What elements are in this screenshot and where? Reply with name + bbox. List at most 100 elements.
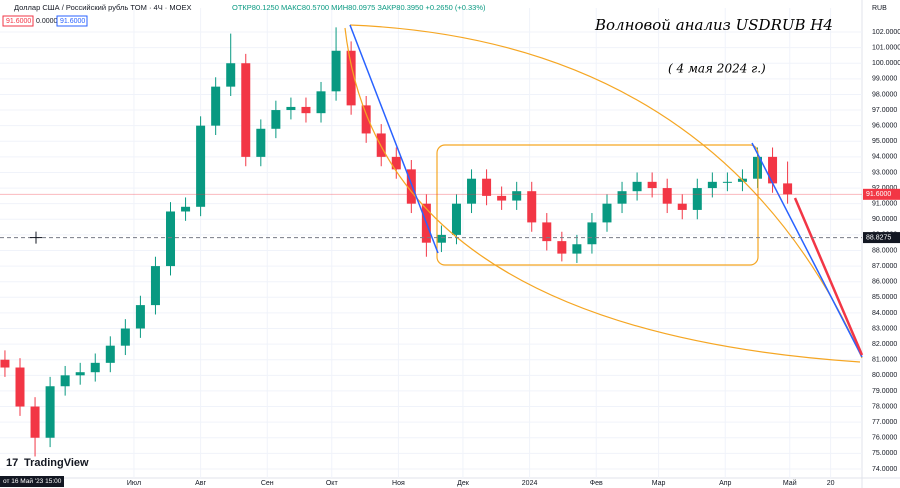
x-tick-label: Авг — [195, 480, 206, 487]
overlay: Волновой анализ USDRUB H4 ( 4 мая 2024 г… — [0, 3, 900, 487]
y-tick-label: 84.0000 — [872, 310, 897, 317]
y-tick-label: 75.0000 — [872, 450, 897, 457]
y-tick-label: 79.0000 — [872, 388, 897, 395]
y-tick-label: 98.0000 — [872, 91, 897, 98]
brand-logo: 17 — [6, 457, 18, 469]
upper-arc — [349, 24, 863, 359]
cursor-time-box — [0, 476, 64, 487]
x-tick-label: Май — [783, 479, 797, 487]
candle-body — [783, 183, 793, 195]
price-box-text: 91.6000 — [6, 18, 31, 25]
candle-body — [166, 211, 176, 267]
candle-body — [557, 241, 567, 254]
candle-body — [0, 359, 10, 368]
y-tick-label: 80.0000 — [872, 372, 897, 379]
candle-body — [406, 169, 416, 204]
x-tick-label: Ноя — [392, 480, 405, 487]
candle-body — [436, 234, 446, 243]
y-tick-label: 94.0000 — [872, 154, 897, 161]
y-tick-label: 85.0000 — [872, 294, 897, 301]
y-tick-label: 96.0000 — [872, 122, 897, 129]
candle-body — [677, 203, 687, 210]
price-box — [2, 15, 34, 27]
lower-arc — [344, 27, 861, 363]
y-tick-label: 74.0000 — [872, 466, 897, 473]
y-tick-label: 81.0000 — [872, 357, 897, 364]
candle-body — [647, 181, 657, 189]
candle-body — [181, 206, 191, 212]
candle-body — [662, 188, 672, 204]
candle-body — [135, 305, 145, 329]
candle-body — [75, 372, 85, 376]
cursor-time: от 16 Май '23 15:00 — [3, 477, 62, 485]
y-tick-label: 99.0000 — [872, 76, 897, 83]
y-tick-label: 102.0000 — [872, 29, 900, 36]
candle-body — [120, 328, 130, 346]
candle-body — [45, 386, 55, 438]
candle-body — [632, 181, 642, 192]
y-tick-label: 90.0000 — [872, 216, 897, 223]
candle-body — [196, 125, 206, 207]
candle-body — [271, 110, 281, 129]
range-box — [436, 144, 759, 266]
y-tick-label: 78.0000 — [872, 403, 897, 410]
y-tick-label: 95.0000 — [872, 138, 897, 145]
price-box-text: 91.6000 — [60, 18, 85, 25]
candle-body — [241, 63, 251, 157]
candle-body — [30, 406, 40, 438]
chart-title: Волновой анализ USDRUB H4 — [594, 16, 833, 34]
candle-body — [226, 63, 236, 87]
candle-body — [497, 195, 507, 201]
price-box-text: 0.0000 — [36, 18, 58, 25]
ohlc-info: ОТКР80.1250 МАКС80.5700 МИН80.0975 ЗАКР8… — [232, 3, 486, 12]
candle-body — [376, 133, 386, 157]
currency: RUB — [872, 5, 887, 12]
last-price-box — [863, 188, 900, 200]
candle-body — [211, 86, 221, 126]
candle-body — [722, 181, 732, 183]
candle-body — [572, 244, 582, 254]
y-tick-label: 86.0000 — [872, 279, 897, 286]
y-tick-label: 97.0000 — [872, 107, 897, 114]
candle-body — [602, 203, 612, 223]
candle-body — [60, 375, 70, 387]
y-tick-label: 100.0000 — [872, 60, 900, 67]
candle-body — [768, 156, 778, 184]
price-box — [56, 15, 88, 27]
candle-body — [451, 203, 461, 235]
crosshair-label: 88.8275 — [866, 234, 891, 241]
crosshair-label-box — [863, 232, 900, 244]
candle-body — [286, 106, 296, 111]
candle-body — [256, 128, 266, 157]
x-tick-label: Апр — [719, 480, 731, 487]
candle-body — [90, 362, 100, 373]
x-tick-label: Фев — [590, 480, 603, 487]
y-tick-label: 83.0000 — [872, 325, 897, 332]
y-tick-label: 87.0000 — [872, 263, 897, 270]
wave-line — [349, 24, 439, 254]
y-tick-label: 91.0000 — [872, 201, 897, 208]
wave-line — [751, 142, 863, 358]
grid: 74.0000 75.0000 76.0000 77.0000 78.0000 79.00… — [0, 8, 900, 487]
candle-body — [587, 222, 597, 245]
candle-body — [617, 191, 627, 204]
x-tick-label: Дек — [457, 480, 470, 487]
chart-subtitle: ( 4 мая 2024 г.) — [668, 62, 766, 76]
x-tick-label: Июл — [127, 480, 141, 487]
x-tick-label: 20 — [827, 480, 835, 487]
candle-body — [346, 50, 356, 106]
x-tick-label: 2024 — [522, 480, 538, 487]
candle-body — [15, 367, 25, 407]
candle-body — [150, 266, 160, 306]
x-tick-label: Сен — [261, 480, 274, 487]
candle-body — [512, 191, 522, 201]
candle-body — [316, 91, 326, 114]
x-tick-label: Окт — [326, 480, 339, 487]
y-tick-label: 76.0000 — [872, 435, 897, 442]
candle-body — [361, 105, 371, 134]
brand: TradingView — [24, 457, 89, 469]
y-tick-label: 88.0000 — [872, 247, 897, 254]
candle-body — [482, 178, 492, 196]
candle-body — [105, 345, 115, 363]
